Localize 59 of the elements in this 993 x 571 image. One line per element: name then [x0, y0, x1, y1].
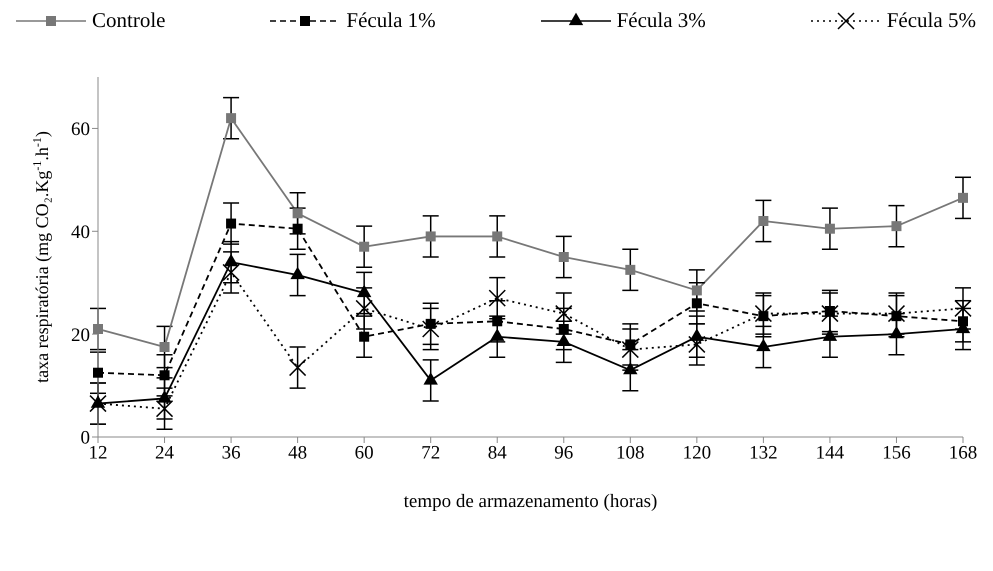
x-tick-label: 84: [488, 442, 508, 464]
point: [226, 218, 236, 229]
point: [622, 340, 640, 358]
x-tick-label: 72: [421, 442, 440, 464]
point: [426, 231, 436, 242]
point: [954, 300, 972, 318]
point: [422, 320, 440, 338]
x-tick-label: 168: [948, 442, 978, 464]
x-tick-label: 156: [882, 442, 911, 464]
point: [958, 192, 968, 203]
point: [558, 252, 569, 262]
x-tick-label: 96: [554, 442, 574, 464]
point: [355, 300, 373, 318]
x-tick-label: 24: [155, 442, 175, 464]
point: [821, 304, 839, 322]
x-axis-title: tempo de armazenamento (horas): [404, 491, 658, 512]
point: [292, 224, 303, 234]
point: [492, 316, 502, 326]
point: [359, 242, 370, 252]
point: [888, 304, 906, 322]
point: [292, 208, 303, 218]
point: [688, 336, 706, 354]
x-tick-label: 132: [749, 442, 778, 464]
point: [160, 370, 170, 380]
x-tick-label: 48: [288, 442, 308, 464]
x-tick-label: 144: [816, 442, 845, 464]
point: [558, 324, 569, 334]
point: [359, 332, 370, 342]
point: [754, 304, 772, 322]
y-tick-label: 60: [71, 119, 90, 140]
legend-label: Fécula 3%: [616, 8, 706, 33]
point: [488, 289, 506, 307]
x-tick-label: 108: [616, 442, 645, 464]
point: [891, 221, 902, 232]
x-tick-label: 60: [354, 442, 374, 464]
point: [758, 216, 768, 226]
point: [692, 285, 702, 296]
point: [226, 113, 236, 124]
point: [555, 304, 573, 322]
point: [93, 324, 103, 334]
point: [692, 298, 702, 308]
point: [625, 264, 636, 275]
x-tick-label: 36: [222, 442, 241, 464]
y-tick-label: 20: [71, 324, 90, 346]
point: [824, 224, 835, 234]
x-tick-label: 12: [88, 442, 108, 464]
point: [222, 264, 240, 282]
point: [160, 342, 170, 352]
legend-label: Controle: [92, 8, 166, 33]
legend-label: Fécula 1%: [346, 8, 436, 33]
point: [492, 231, 502, 242]
point: [156, 400, 174, 418]
point: [89, 394, 107, 412]
y-tick-label: 40: [71, 222, 90, 244]
x-tick-label: 120: [682, 442, 712, 464]
point: [93, 368, 103, 378]
point: [288, 358, 306, 376]
y-tick-label: 0: [80, 428, 90, 449]
legend-label: Fécula 5%: [886, 8, 976, 33]
